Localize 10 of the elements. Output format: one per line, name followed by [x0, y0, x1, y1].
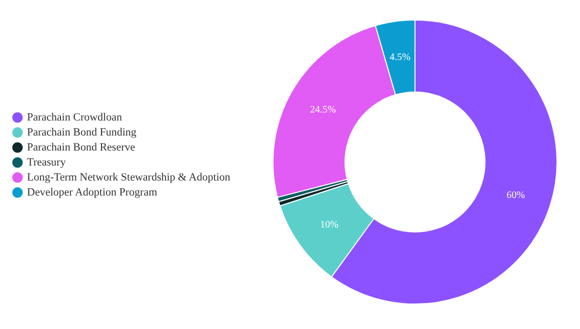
- legend-label: Developer Adoption Program: [27, 186, 158, 198]
- data-label: 24.5%: [310, 104, 336, 116]
- data-label: 60%: [506, 190, 525, 201]
- legend-label: Parachain Bond Funding: [27, 126, 137, 138]
- legend-label: Parachain Crowdloan: [27, 112, 122, 124]
- data-label: 4.5%: [390, 52, 410, 64]
- legend-label: Parachain Bond Reserve: [27, 142, 136, 154]
- legend-label: Long-Term Network Stewardship & Adoption: [27, 172, 231, 184]
- data-label: 10%: [320, 219, 338, 230]
- legend-label: Treasury: [27, 156, 66, 168]
